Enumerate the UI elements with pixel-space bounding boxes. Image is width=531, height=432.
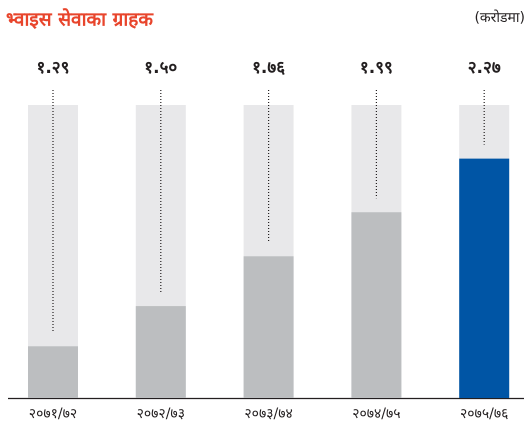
bar xyxy=(28,346,78,398)
bar xyxy=(351,212,402,398)
value-label: १.२९ xyxy=(37,58,70,78)
bar xyxy=(459,158,510,398)
value-label: १.९९ xyxy=(360,58,393,78)
x-tick-label: २०७२/७३ xyxy=(137,406,185,422)
value-label: २.२७ xyxy=(468,58,501,78)
value-label: १.५० xyxy=(144,58,177,78)
value-label: १.७६ xyxy=(252,58,285,78)
bar xyxy=(135,306,186,398)
x-tick-label: २०७३/७४ xyxy=(244,406,292,422)
chart-subtitle: (करोडमा) xyxy=(474,9,525,26)
x-tick-label: २०७१/७२ xyxy=(29,406,77,422)
x-tick-label: २०७४/७५ xyxy=(352,406,400,422)
bar xyxy=(243,256,294,398)
chart-title: भ्वाइस सेवाका ग्राहक xyxy=(6,8,154,31)
x-tick-label: २०७५/७६ xyxy=(460,406,508,422)
